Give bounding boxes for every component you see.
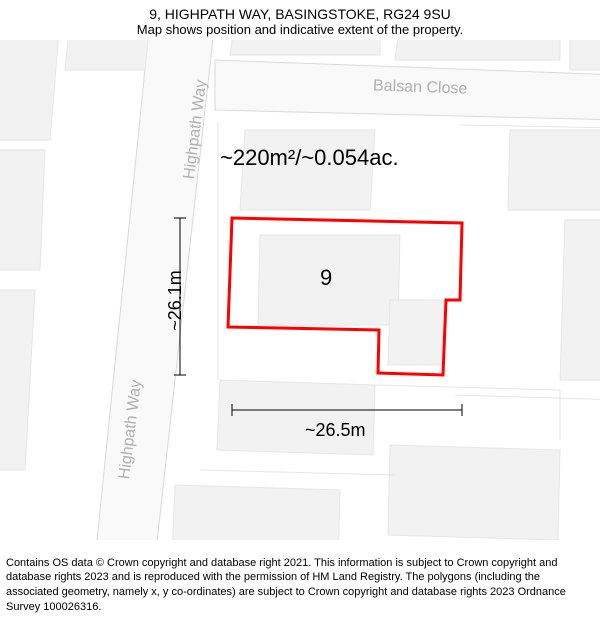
height-measurement: ~26.1m <box>165 270 186 331</box>
footer-attribution: Contains OS data © Crown copyright and d… <box>0 550 600 625</box>
header: 9, HIGHPATH WAY, BASINGSTOKE, RG24 9SU M… <box>0 0 600 37</box>
page-title: 9, HIGHPATH WAY, BASINGSTOKE, RG24 9SU <box>0 6 600 22</box>
map-area: Highpath WayHighpath WayBalsan Close <box>0 40 600 540</box>
svg-text:Balsan Close: Balsan Close <box>373 77 468 97</box>
width-measurement: ~26.5m <box>305 420 366 441</box>
property-number: 9 <box>320 265 332 291</box>
page-subtitle: Map shows position and indicative extent… <box>0 22 600 37</box>
map-svg: Highpath WayHighpath WayBalsan Close <box>0 40 600 540</box>
page: 9, HIGHPATH WAY, BASINGSTOKE, RG24 9SU M… <box>0 0 600 625</box>
area-measurement: ~220m²/~0.054ac. <box>220 145 399 171</box>
